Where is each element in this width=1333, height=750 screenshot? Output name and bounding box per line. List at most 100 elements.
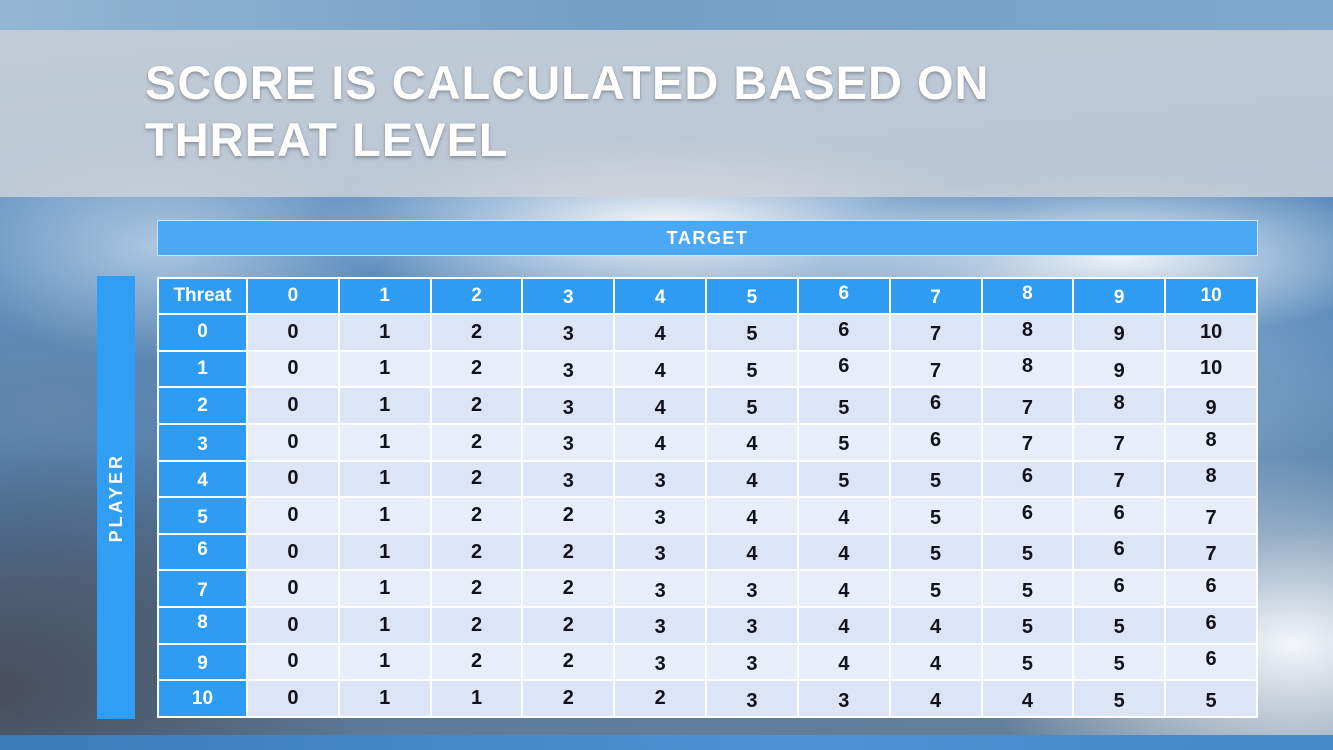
score-cell: 3 [521,386,616,425]
score-cell: 5 [1072,679,1167,718]
column-header: 8 [980,277,1075,315]
column-header: 9 [1072,277,1167,315]
score-cell: 3 [613,496,708,535]
score-cell: 2 [521,606,616,645]
score-cell: 2 [613,679,708,718]
score-cell: 5 [888,532,983,572]
column-header: 0 [246,277,340,315]
score-cell: 5 [705,313,799,352]
score-cell: 9 [1072,349,1167,389]
score-cell: 3 [705,679,799,718]
score-cell: 5 [980,569,1075,608]
score-cell: 5 [888,459,983,499]
score-cell: 2 [521,532,616,572]
score-cell: 0 [246,349,340,389]
score-cell: 1 [429,679,524,718]
score-cell: 3 [705,642,799,682]
score-cell: 7 [1164,496,1258,535]
row-header: 6 [157,532,248,572]
score-cell: 7 [888,349,983,389]
score-cell: 1 [337,496,432,535]
score-cell: 2 [429,606,524,645]
column-header: 7 [888,277,983,315]
score-cell: 3 [613,532,708,572]
score-cell: 0 [246,386,340,425]
score-cell: 1 [337,459,432,499]
score-cell: 5 [888,569,983,608]
score-cell: 3 [521,459,616,499]
score-cell: 3 [613,569,708,608]
score-cell: 6 [796,349,891,389]
score-cell: 0 [246,422,340,462]
score-cell: 8 [1164,422,1258,462]
score-cell: 1 [337,606,432,645]
score-cell: 2 [429,459,524,499]
title-band: SCORE IS CALCULATED BASED ON THREAT LEVEL [0,30,1333,197]
score-cell: 5 [796,422,891,462]
row-header: 9 [157,642,248,682]
score-cell: 2 [521,496,616,535]
row-header: 3 [157,422,248,462]
score-cell: 3 [613,642,708,682]
score-cell: 6 [1164,606,1258,645]
score-cell: 6 [1164,569,1258,608]
row-header: 4 [157,459,248,499]
score-cell: 2 [429,313,524,352]
score-cell: 4 [705,532,799,572]
row-header: 5 [157,496,248,535]
score-cell: 4 [888,606,983,645]
score-cell: 3 [613,459,708,499]
table-row: 1 0 1 2 3 4 5 6 7 8 9 10 [157,349,1258,389]
score-cell: 5 [888,496,983,535]
score-cell: 2 [429,532,524,572]
table-row: 10 0 1 1 2 2 3 3 4 4 5 5 [157,679,1258,718]
score-cell: 9 [1164,386,1258,425]
score-cell: 3 [521,349,616,389]
title-line-1: SCORE IS CALCULATED BASED ON [145,56,990,109]
score-cell: 7 [1072,459,1167,499]
target-axis-label: TARGET [157,220,1258,256]
row-header: 0 [157,313,248,352]
score-cell: 1 [337,679,432,718]
top-strip [0,0,1333,30]
score-cell: 6 [1164,642,1258,682]
score-cell: 7 [888,313,983,352]
score-cell: 8 [980,313,1075,352]
score-cell: 1 [337,349,432,389]
score-cell: 9 [1072,313,1167,352]
score-cell: 7 [1164,532,1258,572]
score-cell: 6 [888,422,983,462]
score-cell: 3 [521,313,616,352]
score-cell: 4 [796,569,891,608]
score-cell: 4 [796,496,891,535]
score-cell: 10 [1164,313,1258,352]
table-row: 0 0 1 2 3 4 5 6 7 8 9 10 [157,313,1258,352]
score-cell: 4 [705,459,799,499]
score-cell: 0 [246,642,340,682]
score-cell: 2 [521,679,616,718]
score-cell: 7 [980,422,1075,462]
bottom-strip [0,735,1333,750]
row-header: 1 [157,349,248,389]
score-cell: 1 [337,422,432,462]
corner-header: Threat [157,277,248,315]
score-cell: 5 [980,532,1075,572]
score-cell: 4 [796,642,891,682]
column-header: 4 [613,277,708,315]
score-cell: 2 [429,496,524,535]
score-cell: 5 [1072,606,1167,645]
score-cell: 3 [521,422,616,462]
column-header: 2 [429,277,524,315]
score-cell: 5 [1164,679,1258,718]
player-axis-bar: PLAYER [97,276,135,719]
row-header: 8 [157,606,248,645]
score-cell: 4 [888,679,983,718]
score-cell: 3 [796,679,891,718]
score-cell: 5 [796,386,891,425]
score-cell: 1 [337,569,432,608]
column-header: 6 [796,277,891,315]
